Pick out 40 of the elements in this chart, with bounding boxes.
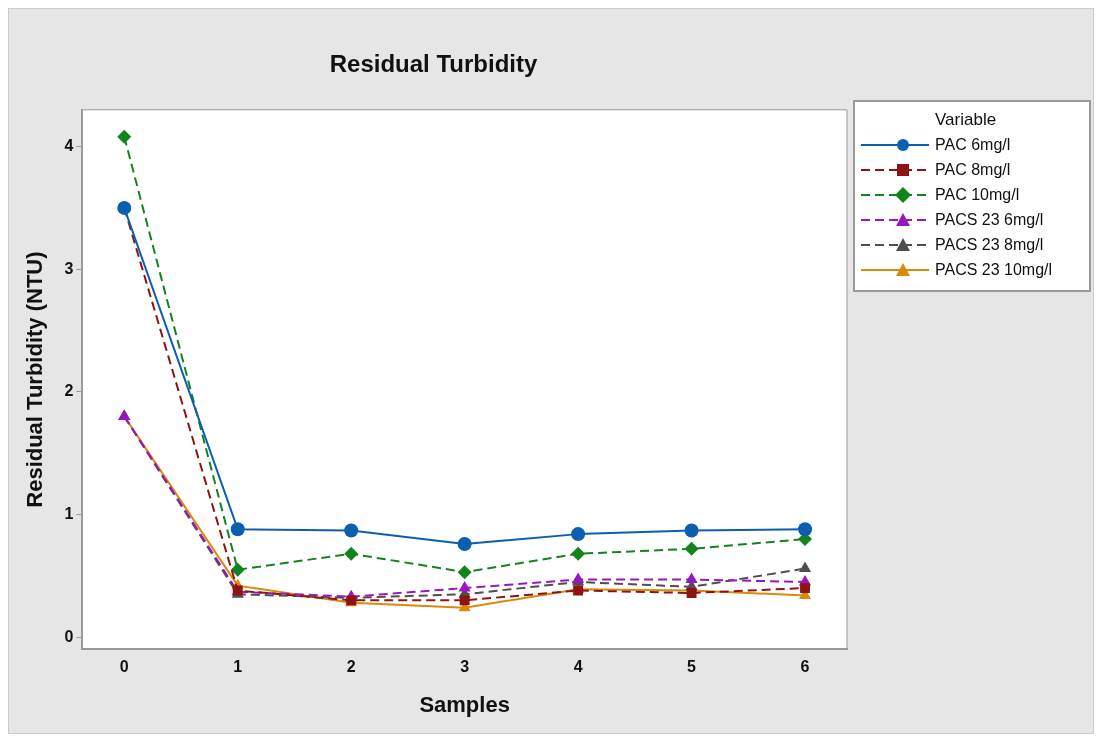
point [344, 546, 359, 561]
point [457, 536, 472, 551]
y-tick-label: 2 [64, 382, 74, 400]
x-tick-label: 1 [233, 658, 243, 676]
x-tick-label: 4 [573, 658, 583, 676]
x-tick-label: 0 [119, 658, 129, 676]
y-axis-title: Residual Turbidity (NTU) [22, 251, 48, 508]
y-tick-label: 3 [64, 259, 74, 277]
point [798, 561, 812, 572]
point [800, 583, 810, 594]
y-tick-label: 0 [64, 627, 74, 645]
point [459, 595, 470, 606]
point [344, 523, 359, 538]
point [117, 129, 132, 144]
legend-title: Variable [935, 110, 998, 130]
y-tick-label: 1 [64, 504, 74, 522]
x-tick-label: 6 [800, 658, 810, 676]
point [457, 565, 472, 580]
point [685, 572, 698, 583]
point [686, 588, 697, 598]
x-tick-label: 5 [687, 658, 697, 676]
legend-label: PACS 23 10mg/l [935, 260, 1053, 279]
point [684, 523, 699, 538]
legend-label: PAC 6mg/l [935, 135, 1011, 154]
x-tick-label: 3 [460, 658, 470, 676]
point [571, 527, 586, 542]
point [798, 522, 813, 537]
point [684, 541, 699, 556]
y-tick-label: 4 [64, 137, 74, 154]
x-axis-title: Samples [419, 691, 510, 717]
chart-title: Residual Turbidity [329, 50, 538, 78]
legend-label: PAC 8mg/l [935, 160, 1011, 179]
legend-label: PAC 10mg/l [935, 185, 1020, 204]
legend-label: PACS 23 6mg/l [935, 210, 1044, 229]
point [571, 546, 586, 561]
point [230, 522, 245, 537]
legend-label: PACS 23 8mg/l [935, 235, 1044, 254]
x-tick-label: 2 [346, 658, 356, 676]
point [230, 562, 245, 577]
point [458, 581, 471, 592]
